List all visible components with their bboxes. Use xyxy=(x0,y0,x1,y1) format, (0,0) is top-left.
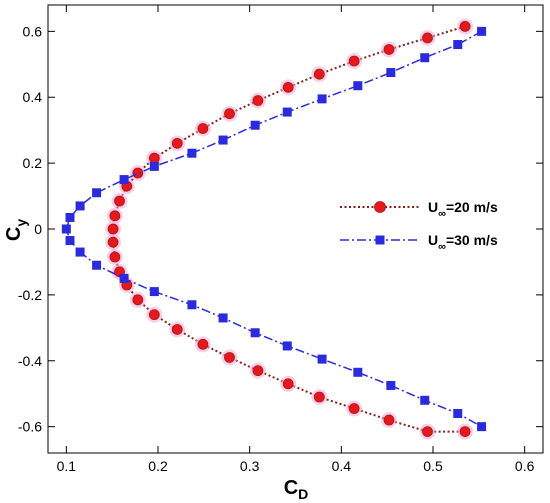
data-point xyxy=(224,352,235,363)
data-point xyxy=(386,380,396,390)
data-point xyxy=(119,175,129,185)
data-point xyxy=(422,426,433,437)
data-point xyxy=(459,21,471,32)
data-point xyxy=(149,287,159,297)
data-point xyxy=(353,81,363,91)
y-tick-label: 0.2 xyxy=(23,155,43,171)
y-tick-label: -0.4 xyxy=(18,353,42,369)
series-1 xyxy=(105,18,474,440)
data-point xyxy=(383,44,395,55)
legend: U∞=20 m/s U∞=30 m/s xyxy=(340,199,498,253)
data-point xyxy=(453,408,463,418)
x-tick-label: 0.5 xyxy=(423,458,443,474)
data-point xyxy=(317,354,327,364)
data-point xyxy=(65,212,75,222)
y-tick-label: 0.4 xyxy=(23,89,43,105)
data-point xyxy=(61,224,71,234)
data-point xyxy=(250,328,260,338)
axis-ticks: 0.1 0.2 0.3 0.4 0.5 0.6 -0.6 -0.4 -0.2 0 0.2 0.4 0.6 xyxy=(18,5,543,474)
data-point xyxy=(353,367,363,377)
data-point xyxy=(252,95,264,106)
data-point xyxy=(420,395,430,405)
x-tick-label: 0.3 xyxy=(240,458,260,474)
data-point xyxy=(282,81,294,93)
data-point xyxy=(187,300,197,310)
data-point xyxy=(109,210,121,222)
data-point xyxy=(348,55,360,67)
data-point xyxy=(313,391,325,403)
data-point xyxy=(252,365,264,377)
y-tick-label: -0.2 xyxy=(18,287,42,303)
series-line-2 xyxy=(65,30,482,428)
data-point xyxy=(119,273,129,283)
data-point xyxy=(132,294,144,306)
data-point xyxy=(477,26,487,36)
data-point xyxy=(386,68,396,78)
x-tick-label: 0.2 xyxy=(148,458,168,474)
data-point xyxy=(109,251,121,263)
data-point xyxy=(224,108,235,120)
data-point xyxy=(171,324,183,335)
data-point xyxy=(197,338,209,350)
data-point xyxy=(148,152,160,164)
data-point xyxy=(348,403,360,414)
series-2 xyxy=(61,26,487,432)
data-point xyxy=(92,260,102,270)
data-point xyxy=(75,247,85,257)
data-point xyxy=(459,426,471,437)
y-tick-label: 0.6 xyxy=(23,23,43,39)
data-point xyxy=(171,137,183,149)
data-point xyxy=(453,40,463,50)
x-axis-title: CD xyxy=(284,477,309,502)
x-tick-label: 0.1 xyxy=(57,458,77,474)
data-point xyxy=(65,236,75,246)
data-point xyxy=(313,68,325,80)
y-tick-label: -0.6 xyxy=(18,419,42,435)
data-point xyxy=(187,148,197,158)
data-point xyxy=(317,94,327,104)
legend-marker-series-1 xyxy=(374,201,386,213)
data-point xyxy=(282,341,292,351)
data-point xyxy=(250,120,260,130)
x-tick-label: 0.4 xyxy=(332,458,352,474)
data-point xyxy=(383,414,395,426)
data-point xyxy=(107,236,119,248)
data-point xyxy=(75,201,85,211)
data-point xyxy=(92,188,102,198)
series-layer xyxy=(61,18,487,440)
x-tick-label: 0.6 xyxy=(515,458,535,474)
data-point xyxy=(149,161,159,171)
data-point xyxy=(282,378,294,390)
data-point xyxy=(420,53,430,63)
y-tick-label: 0 xyxy=(34,221,42,237)
data-point xyxy=(422,32,433,44)
y-axis-title: Cy xyxy=(3,219,29,241)
data-point xyxy=(132,167,144,179)
data-point xyxy=(477,422,487,432)
data-point xyxy=(107,223,119,235)
legend-label-series-2: U∞=30 m/s xyxy=(428,232,498,253)
data-point xyxy=(114,195,125,207)
data-point xyxy=(218,135,228,145)
legend-marker-series-2 xyxy=(375,235,385,245)
data-point xyxy=(148,309,160,321)
legend-label-series-1: U∞=20 m/s xyxy=(428,199,498,220)
data-point xyxy=(218,313,228,323)
data-point xyxy=(197,123,209,134)
data-point xyxy=(282,107,292,117)
